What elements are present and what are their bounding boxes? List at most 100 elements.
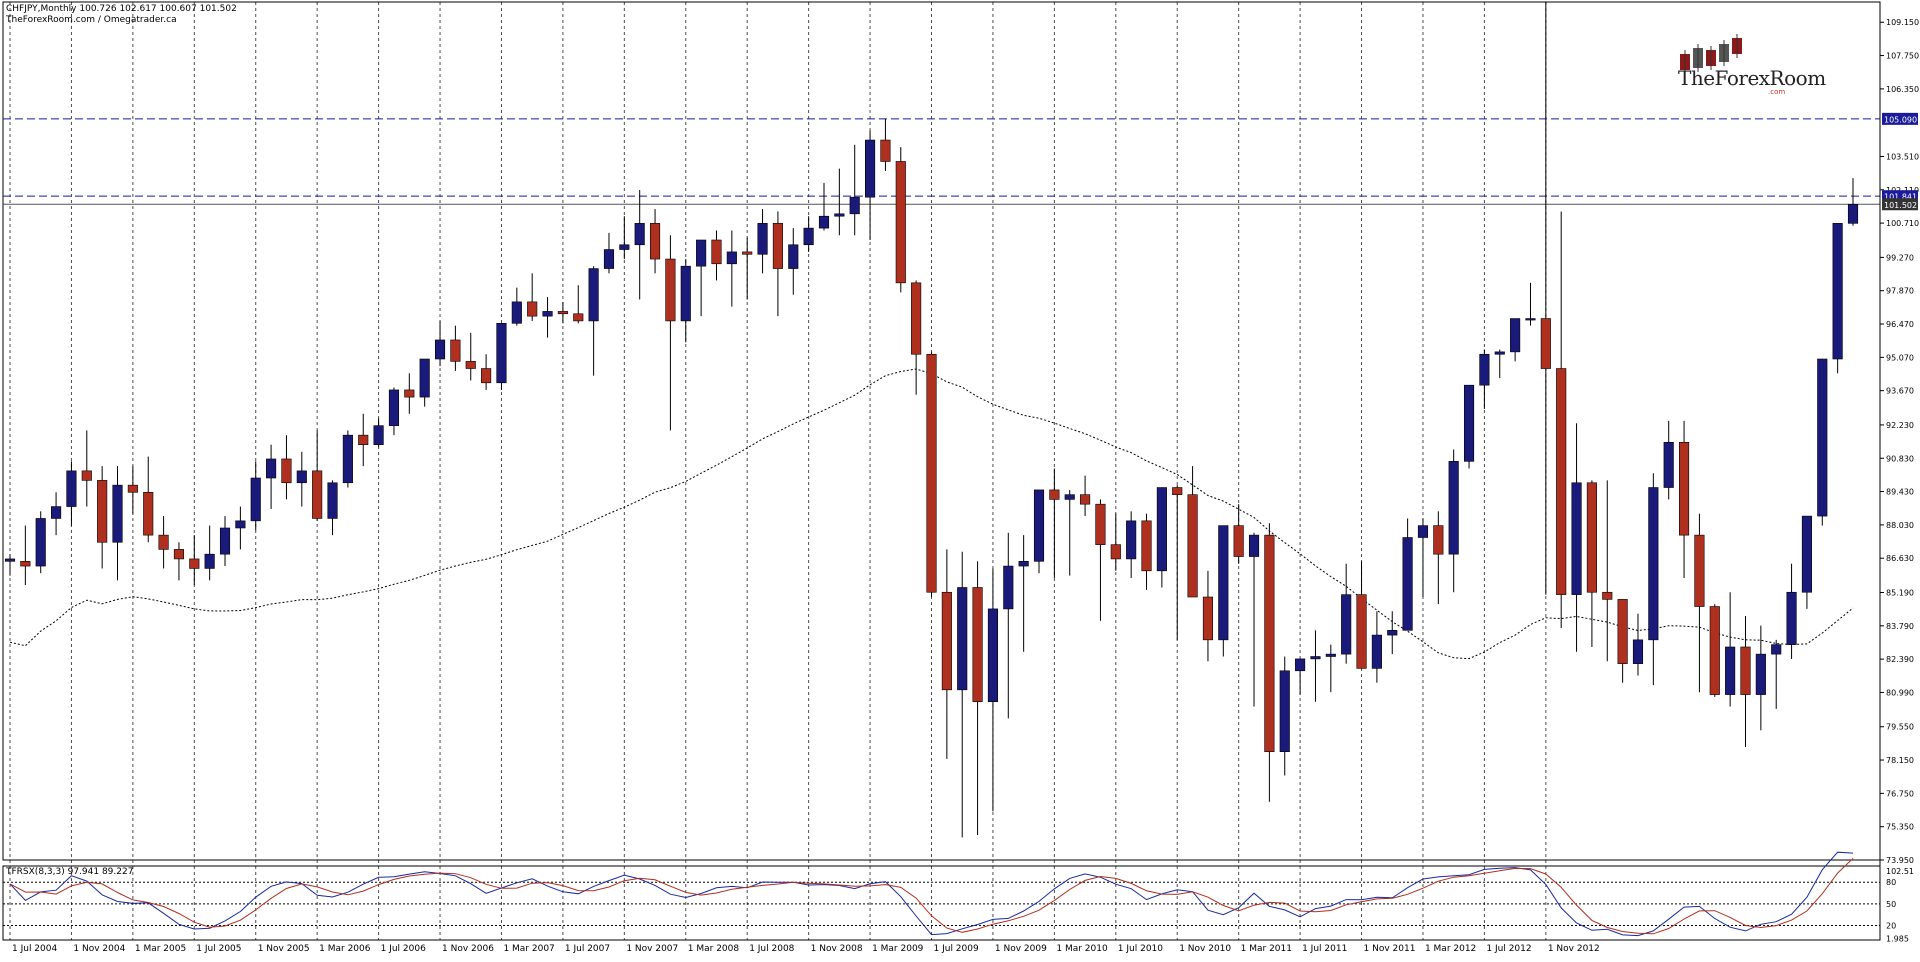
x-tick-label: 1 Mar 2008 [688, 944, 740, 954]
y-tick-label: 96.470 [1886, 320, 1914, 329]
candle-bull [4, 558, 16, 562]
candle-bear [158, 534, 169, 550]
logo-wordmark: TheForexRoom [1678, 66, 1826, 90]
x-tick-label: 1 Nov 2009 [995, 944, 1047, 954]
y-tick-label: 99.270 [1886, 253, 1914, 262]
candle-bear [1556, 368, 1567, 595]
candle-bear [649, 223, 661, 260]
candle-bull [1387, 630, 1398, 636]
oscillator-signal-line [9, 858, 1854, 935]
candle-bull [1325, 653, 1336, 657]
x-tick-label: 1 Nov 2012 [1548, 944, 1600, 954]
candle-bull [1725, 646, 1736, 695]
y-tick-label: 95.070 [1886, 353, 1914, 362]
price-marker-label: 101.841 [1884, 193, 1917, 202]
price-marker-label: 105.090 [1884, 115, 1917, 124]
candle-bear [665, 258, 676, 322]
candle-bull [1310, 656, 1321, 660]
candle-bull [1126, 520, 1137, 560]
candle-bull [1295, 658, 1306, 672]
candle-bull [680, 265, 691, 322]
y-tick-label: 86.630 [1886, 554, 1914, 563]
y-tick-label: 103.510 [1886, 152, 1919, 161]
candle-bull [603, 249, 615, 269]
x-tick-label: 1 Jul 2012 [1486, 944, 1531, 954]
candle-bear [1187, 494, 1198, 598]
candle-bear [1740, 646, 1751, 695]
candle-bull [1156, 487, 1167, 572]
candle-bull [1817, 358, 1828, 517]
candle-bull [266, 458, 277, 479]
x-tick-label: 1 Nov 2010 [1179, 944, 1231, 954]
price-marker-box [1882, 112, 1918, 125]
candle-bull [1847, 204, 1859, 224]
candle-bull [219, 527, 231, 555]
indicator-tick-label: 1.985 [1886, 935, 1909, 944]
candle-bear [711, 239, 722, 265]
candle-bear [127, 484, 138, 493]
candle-bull [1341, 594, 1352, 655]
price-plot-frame [2, 1, 1881, 861]
candle-bull [66, 470, 77, 507]
price-marker-box [1882, 198, 1918, 211]
candle-bull [1632, 639, 1644, 664]
candle-bear [20, 561, 31, 567]
candle-bull [511, 301, 522, 324]
indicator-tick-label: 20 [1886, 922, 1896, 931]
candle-bull [1786, 591, 1797, 645]
candle-bull [204, 553, 215, 569]
x-tick-label: 1 Jul 2008 [749, 944, 794, 954]
candle-bear [926, 353, 937, 593]
candle-bull [496, 323, 507, 384]
x-tick-label: 1 Jul 2005 [196, 944, 241, 954]
candle-bull [1801, 515, 1812, 593]
candle-bull [373, 425, 384, 445]
candle-bull [1417, 525, 1429, 538]
y-tick-label: 75.350 [1886, 823, 1914, 832]
candle-bull [865, 139, 876, 198]
x-tick-label: 1 Nov 2004 [73, 944, 125, 954]
candle-bull [834, 213, 845, 217]
candle-bull [757, 223, 768, 255]
y-tick-label: 83.790 [1886, 622, 1914, 631]
candle-bear [1709, 606, 1720, 695]
candle-bear [404, 389, 415, 398]
candle-bull [1279, 670, 1290, 753]
candle-bear [189, 558, 200, 569]
candle-bear [1540, 318, 1551, 369]
x-tick-label: 1 Mar 2007 [503, 944, 554, 954]
logo-suffix: .com [1768, 88, 1786, 96]
candle-bear [911, 282, 922, 355]
x-tick-label: 1 Jul 2009 [934, 944, 979, 954]
symbol-header: CHFJPY,Monthly 100.726 102.617 100.607 1… [6, 4, 237, 14]
candle-bull [342, 434, 353, 484]
candle-bull [1003, 565, 1014, 610]
candle-bear [1433, 525, 1444, 555]
candle-bull [1648, 487, 1659, 641]
candle-bear [895, 161, 906, 284]
candle-bear [557, 311, 568, 315]
candle-bull [588, 268, 599, 322]
candle-bear [880, 139, 891, 162]
candle-bull [987, 608, 998, 703]
candle-bull [619, 244, 630, 250]
candle-bull [1479, 353, 1490, 386]
indicator-tick-label: 80 [1886, 878, 1896, 887]
candle-bear [1586, 482, 1597, 593]
x-tick-label: 1 Mar 2011 [1241, 944, 1292, 954]
candle-bull [1371, 634, 1382, 669]
candle-bull [1018, 561, 1029, 567]
candle-bear [1141, 520, 1152, 572]
candle-bull [957, 587, 968, 691]
indicator-label: TFRSX(8,3,3) 97.941 89.227 [6, 867, 134, 877]
candle-bull [634, 223, 645, 246]
candle-bull [788, 244, 799, 269]
y-tick-label: 107.750 [1886, 52, 1919, 61]
y-tick-label: 80.990 [1886, 688, 1914, 697]
candle-bear [450, 339, 461, 362]
candle-bear [97, 480, 108, 543]
candle-bear [173, 549, 185, 560]
candle-bear [1617, 599, 1628, 664]
candle-bear [1602, 591, 1613, 600]
